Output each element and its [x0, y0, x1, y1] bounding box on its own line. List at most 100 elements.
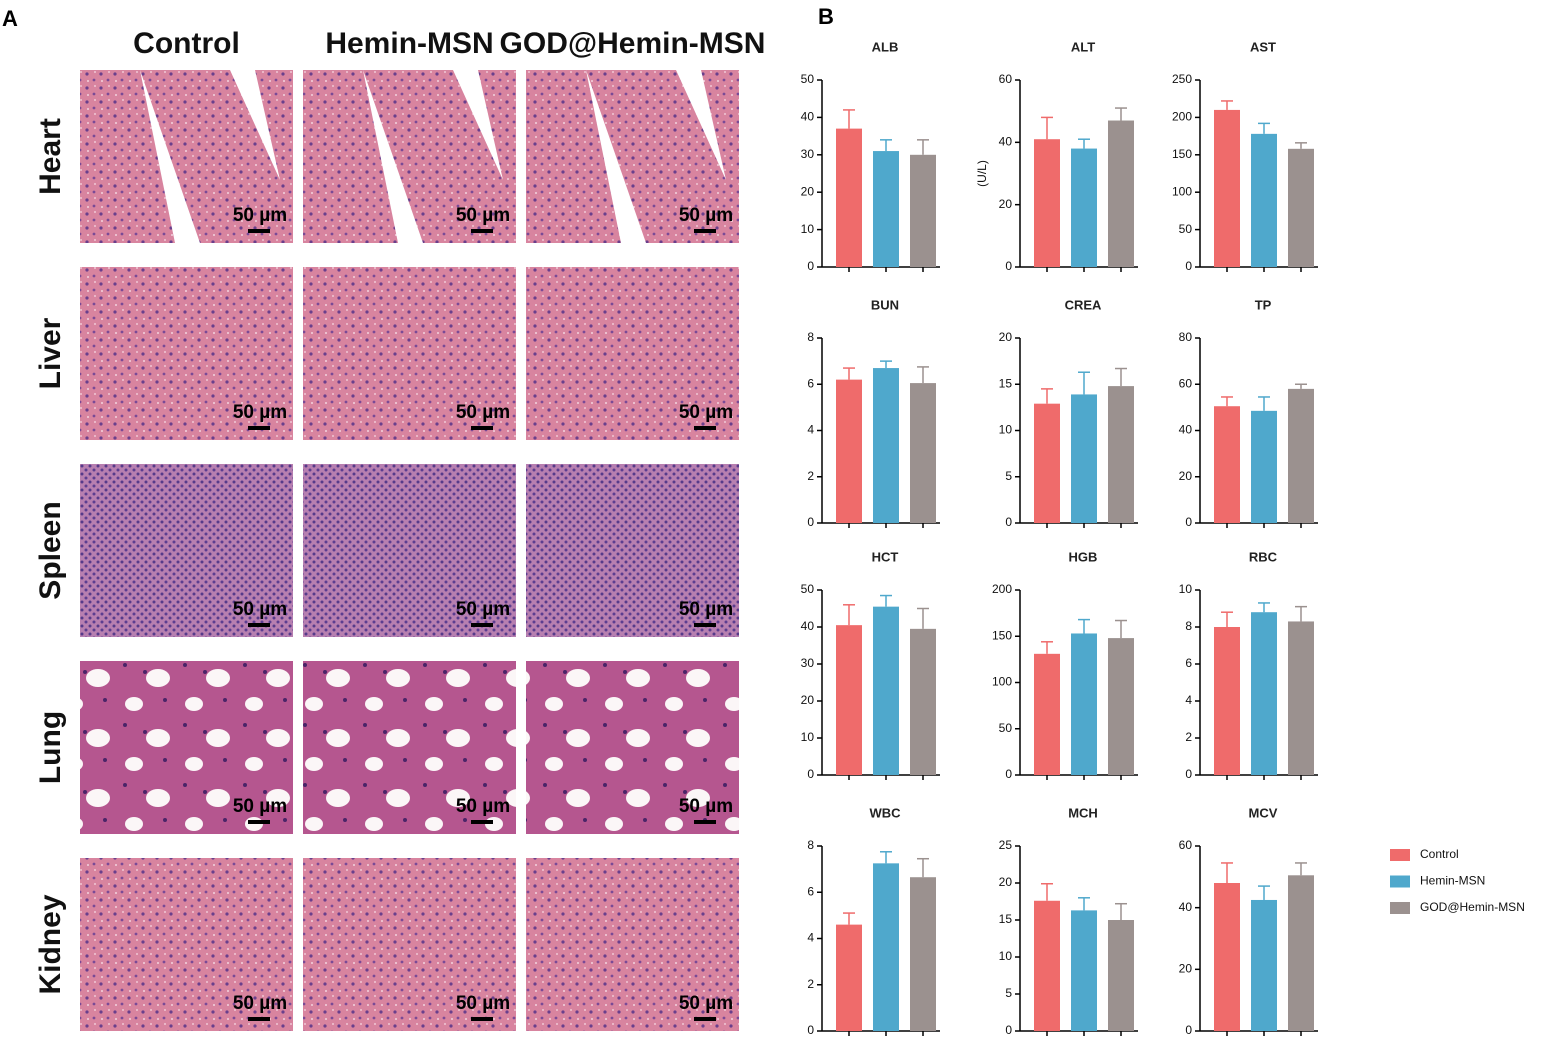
y-tick-label: 250	[1172, 72, 1192, 86]
panel-label: A	[2, 6, 18, 31]
chart-title: ALT	[1071, 39, 1095, 54]
column-label: Hemin-MSN	[325, 27, 493, 60]
bar	[910, 628, 936, 775]
micrograph	[80, 267, 293, 440]
y-tick-label: 20	[999, 197, 1013, 211]
y-tick-label: 100	[1172, 184, 1192, 198]
y-tick-label: 4	[1185, 693, 1192, 707]
y-tick-label: 30	[801, 147, 815, 161]
bar	[1288, 875, 1314, 1031]
legend-swatch	[1390, 902, 1410, 914]
y-tick-label: 30	[801, 656, 815, 670]
y-tick-label: 0	[807, 515, 814, 529]
y-tick-label: 10	[999, 949, 1013, 963]
y-tick-label: 40	[1179, 900, 1193, 914]
bar	[1251, 899, 1277, 1031]
column-label: GOD@Hemin-MSN	[500, 27, 766, 60]
y-tick-label: 0	[1005, 259, 1012, 273]
chart-title: WBC	[869, 805, 901, 820]
bar	[1108, 920, 1134, 1031]
y-tick-label: 0	[1005, 1023, 1012, 1037]
y-tick-label: 80	[1179, 330, 1193, 344]
legend-label: GOD@Hemin-MSN	[1420, 900, 1525, 914]
y-tick-label: 20	[801, 693, 815, 707]
scale-bar-label: 50 µm	[456, 599, 510, 620]
bar	[910, 383, 936, 523]
chart-title: ALB	[872, 39, 899, 54]
micrograph	[303, 464, 516, 637]
scale-bar-label: 50 µm	[679, 796, 733, 817]
legend-swatch	[1390, 875, 1410, 888]
row-label: Spleen	[34, 501, 67, 599]
y-tick-label: 40	[1179, 423, 1193, 437]
chart-title: CREA	[1065, 297, 1102, 312]
legend-label: Control	[1420, 847, 1459, 861]
chart-title: HCT	[872, 549, 899, 564]
row-label: Lung	[34, 711, 67, 784]
bar	[836, 625, 862, 775]
scale-bar-label: 50 µm	[233, 993, 287, 1014]
bar	[873, 151, 899, 267]
micrograph	[80, 464, 293, 637]
bar	[873, 863, 899, 1031]
bar	[1214, 406, 1240, 523]
bar	[1108, 120, 1134, 268]
scale-bar-label: 50 µm	[456, 993, 510, 1014]
bar	[873, 606, 899, 775]
y-tick-label: 10	[999, 423, 1013, 437]
vessel-gap	[586, 70, 646, 243]
chart-title: TP	[1255, 297, 1272, 312]
bar	[1071, 148, 1097, 267]
bar	[1108, 638, 1134, 775]
micrograph	[526, 858, 739, 1031]
chart-title: HGB	[1069, 549, 1098, 564]
bar	[1288, 621, 1314, 775]
scale-bar-label: 50 µm	[456, 796, 510, 817]
bar	[836, 379, 862, 523]
y-tick-label: 200	[1172, 110, 1192, 124]
bar	[1071, 394, 1097, 523]
chart-title: MCH	[1068, 805, 1098, 820]
y-tick-label: 8	[807, 838, 814, 852]
chart-title: AST	[1250, 39, 1276, 54]
bar	[1214, 883, 1240, 1031]
bar	[1071, 910, 1097, 1031]
legend-label: Hemin-MSN	[1420, 874, 1485, 888]
vessel-gap	[676, 70, 726, 180]
chart-title: BUN	[871, 297, 899, 312]
vessel-gap	[453, 70, 503, 180]
y-tick-label: 8	[807, 330, 814, 344]
y-tick-label: 60	[999, 72, 1013, 86]
y-tick-label: 60	[1179, 376, 1193, 390]
row-label: Heart	[34, 118, 67, 195]
bar	[1034, 403, 1060, 523]
y-tick-label: 5	[1005, 469, 1012, 483]
y-tick-label: 40	[801, 619, 815, 633]
y-tick-label: 0	[1185, 767, 1192, 781]
scale-bar-label: 50 µm	[679, 993, 733, 1014]
y-tick-label: 60	[1179, 838, 1193, 852]
bar	[1214, 627, 1240, 775]
vessel-gap	[230, 70, 280, 180]
micrograph	[303, 858, 516, 1031]
legend-swatch	[1390, 849, 1410, 861]
y-tick-label: 200	[992, 582, 1012, 596]
micrograph	[80, 858, 293, 1031]
y-tick-label: 0	[1185, 1023, 1192, 1037]
y-tick-label: 150	[992, 628, 1012, 642]
bar	[836, 128, 862, 267]
y-tick-label: 50	[999, 721, 1013, 735]
micrograph	[526, 267, 739, 440]
vessel-gap	[363, 70, 423, 243]
micrograph	[80, 661, 293, 834]
y-tick-label: 20	[801, 184, 815, 198]
y-tick-label: 50	[1179, 222, 1193, 236]
y-tick-label: 8	[1185, 619, 1192, 633]
y-tick-label: 6	[807, 884, 814, 898]
bar	[836, 924, 862, 1031]
bar	[1288, 148, 1314, 267]
y-tick-label: 40	[999, 135, 1013, 149]
y-tick-label: 50	[801, 72, 815, 86]
y-tick-label: 0	[807, 767, 814, 781]
